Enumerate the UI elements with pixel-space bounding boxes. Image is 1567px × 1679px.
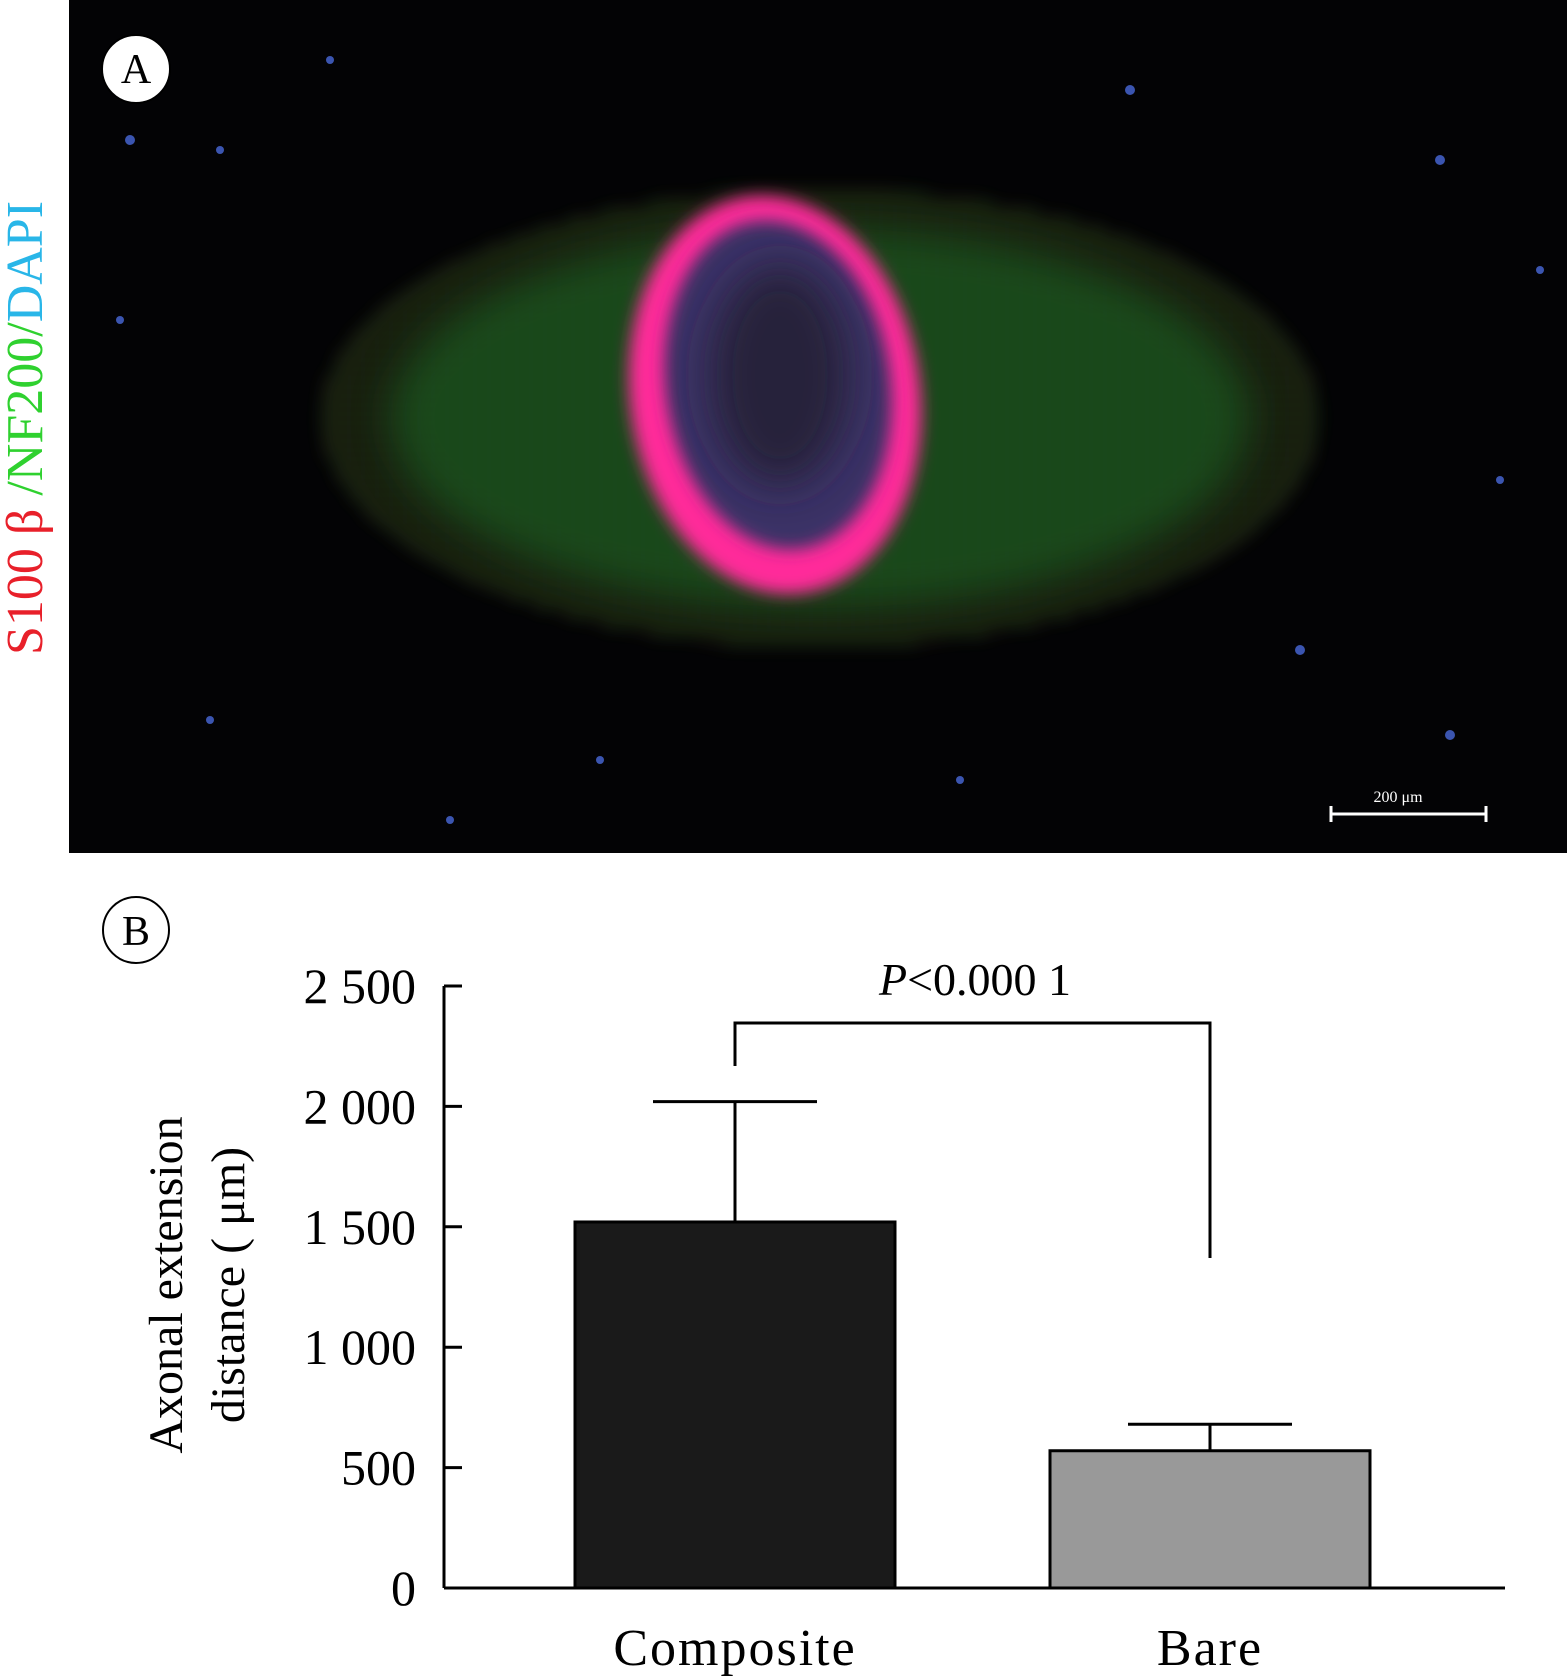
y-axis-label: Axonal extension distance ( μm) <box>140 1116 255 1453</box>
p-value: <0.000 1 <box>907 954 1071 1005</box>
y-axis-label-line: distance ( μm) <box>202 1147 255 1423</box>
panel-label: A <box>121 47 152 93</box>
bar <box>573 1220 897 1590</box>
y-tick-label: 0 <box>391 1560 416 1616</box>
nuclei <box>116 56 1544 824</box>
panel-label: B <box>122 909 150 955</box>
y-tick-label: 1 500 <box>304 1199 417 1255</box>
bar <box>1048 1449 1372 1590</box>
y-tick-label: 2 000 <box>304 1078 417 1134</box>
stain-part: DAPI <box>0 201 54 322</box>
panel-badge <box>101 34 171 104</box>
y-tick-label: 1 000 <box>304 1319 417 1375</box>
cell-center <box>710 265 850 485</box>
bar-chart: B 0 500 1 000 1 500 2 000 2 500 Axonal extensi… <box>102 896 1505 1677</box>
stain-part: S100 β <box>0 509 54 655</box>
y-axis-label-line: Axonal extension <box>140 1116 193 1453</box>
x-tick-label: Composite <box>613 1620 856 1677</box>
panel-badge <box>102 896 170 964</box>
x-tick-label: Bare <box>1157 1620 1263 1677</box>
y-tick-label: 500 <box>341 1440 416 1496</box>
micrograph: A S100 β /NF200/DAPI 200 μm <box>0 0 1567 853</box>
y-tick-label: 2 500 <box>304 958 417 1014</box>
stain-label: S100 β /NF200/DAPI <box>0 201 54 655</box>
significance-bracket <box>733 1021 1212 1258</box>
significance-label: P<0.000 1 <box>878 954 1071 1005</box>
stain-part: /NF200/ <box>0 322 54 509</box>
p-symbol: P <box>878 954 907 1005</box>
scale-bar-label: 200 μm <box>1373 789 1423 806</box>
